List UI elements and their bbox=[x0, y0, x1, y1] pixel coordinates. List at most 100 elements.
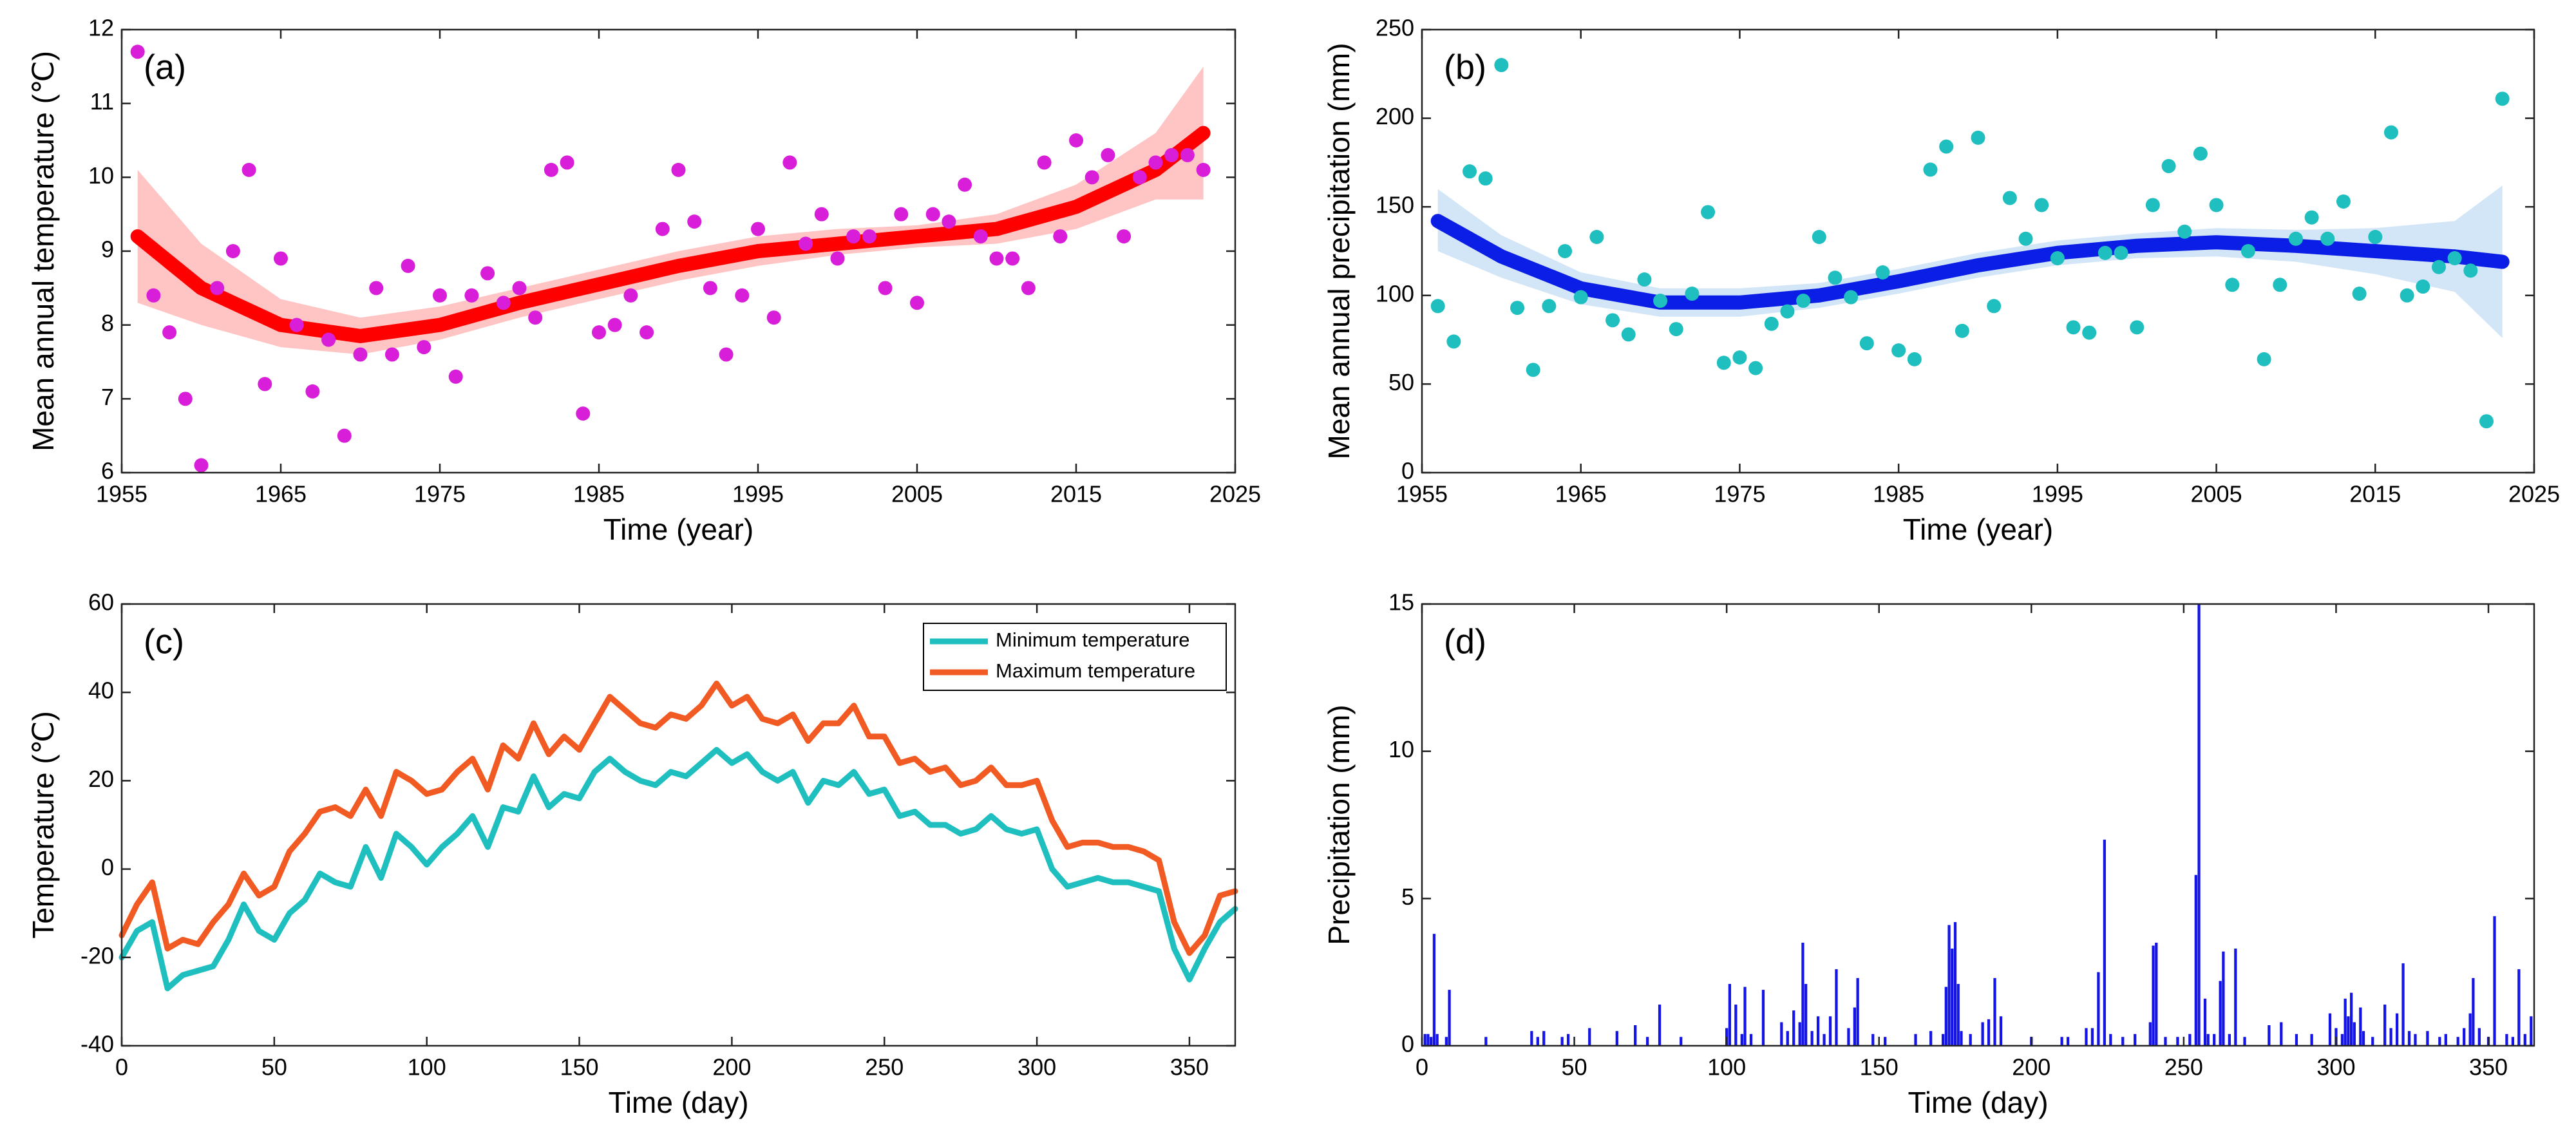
point bbox=[337, 428, 352, 443]
point bbox=[1812, 229, 1826, 244]
point bbox=[353, 347, 368, 362]
point bbox=[2431, 260, 2446, 274]
bar bbox=[1646, 1037, 1649, 1046]
bar bbox=[1871, 1034, 1875, 1046]
bar bbox=[1792, 1010, 1795, 1046]
point bbox=[942, 214, 956, 229]
point bbox=[480, 266, 495, 281]
point bbox=[1037, 155, 1052, 170]
point bbox=[671, 162, 686, 177]
point bbox=[1478, 171, 1493, 186]
x-tick-label: 350 bbox=[1170, 1054, 1209, 1081]
bar bbox=[1728, 983, 1732, 1046]
bar bbox=[1484, 1037, 1488, 1046]
point bbox=[814, 207, 829, 222]
point bbox=[178, 392, 193, 406]
point bbox=[1859, 336, 1874, 351]
point bbox=[305, 384, 320, 399]
point bbox=[576, 406, 591, 421]
bar bbox=[2213, 1034, 2216, 1046]
y-tick-label: 150 bbox=[1376, 192, 1414, 218]
bar bbox=[1734, 1004, 1738, 1046]
point bbox=[1748, 361, 1763, 375]
point bbox=[1180, 147, 1195, 162]
y-tick-label: 10 bbox=[1388, 736, 1414, 762]
y-tick-label: 8 bbox=[101, 310, 114, 336]
point bbox=[639, 325, 654, 340]
x-tick-label: 2015 bbox=[1050, 481, 1102, 507]
bar bbox=[1749, 1034, 1753, 1046]
point bbox=[1542, 299, 1557, 314]
x-tick-label: 350 bbox=[2469, 1054, 2508, 1081]
point bbox=[225, 244, 240, 258]
point bbox=[1621, 327, 1636, 342]
bar bbox=[2134, 1034, 2137, 1046]
x-tick-label: 250 bbox=[2164, 1054, 2203, 1081]
point bbox=[417, 340, 431, 355]
x-tick-label: 1965 bbox=[255, 481, 307, 507]
panel-label: (c) bbox=[144, 622, 184, 661]
point bbox=[1669, 322, 1683, 337]
y-tick-label: 20 bbox=[88, 766, 114, 792]
panel-label: (d) bbox=[1444, 622, 1486, 661]
point bbox=[433, 288, 447, 303]
bar bbox=[1853, 1007, 1857, 1046]
bar bbox=[1884, 1037, 1887, 1046]
bar bbox=[1615, 1031, 1618, 1046]
bar bbox=[1432, 934, 1436, 1046]
point bbox=[846, 229, 861, 244]
x-tick-label: 50 bbox=[261, 1054, 287, 1081]
bar bbox=[2344, 998, 2347, 1046]
point bbox=[2416, 279, 2430, 294]
x-tick-label: 300 bbox=[2316, 1054, 2355, 1081]
point bbox=[2383, 125, 2398, 140]
bar bbox=[2383, 1004, 2387, 1046]
bar bbox=[1960, 1031, 1963, 1046]
bar bbox=[2280, 1022, 2283, 1046]
bar bbox=[1426, 1034, 1430, 1046]
point bbox=[194, 458, 209, 473]
bar bbox=[2517, 969, 2521, 1046]
bar bbox=[1816, 1016, 1820, 1046]
bar bbox=[2109, 1034, 2112, 1046]
panel-label: (b) bbox=[1444, 48, 1486, 86]
bar bbox=[2066, 1037, 2070, 1046]
point bbox=[2066, 320, 2081, 335]
series-line bbox=[118, 680, 1238, 956]
point bbox=[2161, 158, 2176, 173]
y-tick-label: -20 bbox=[80, 942, 114, 968]
bar bbox=[1835, 969, 1838, 1046]
y-tick-label: 40 bbox=[88, 677, 114, 704]
axes-frame bbox=[1421, 28, 2535, 474]
y-tick-label: 7 bbox=[101, 384, 114, 410]
point bbox=[1971, 130, 1985, 145]
bar bbox=[1981, 1022, 1984, 1046]
legend-label: Minimum temperature bbox=[996, 628, 1189, 651]
x-axis-label: Time (day) bbox=[1908, 1086, 2048, 1119]
x-tick-label: 2005 bbox=[2191, 481, 2242, 507]
point bbox=[384, 347, 399, 362]
point bbox=[210, 281, 225, 296]
bar bbox=[1680, 1037, 1683, 1046]
x-tick-label: 1975 bbox=[1714, 481, 1765, 507]
point bbox=[1780, 304, 1795, 319]
bar bbox=[2176, 1037, 2179, 1046]
bar bbox=[1956, 983, 1960, 1046]
point bbox=[1923, 162, 1938, 177]
x-tick-label: 0 bbox=[1416, 1054, 1428, 1081]
x-tick-label: 200 bbox=[2012, 1054, 2050, 1081]
x-tick-label: 1985 bbox=[1873, 481, 1924, 507]
bar bbox=[1951, 949, 1954, 1046]
bar bbox=[2359, 1007, 2362, 1046]
axes-frame bbox=[1421, 603, 2535, 1047]
x-tick-label: 1995 bbox=[732, 481, 784, 507]
point bbox=[862, 229, 876, 244]
y-tick-label: 0 bbox=[1401, 458, 1414, 484]
panel-label: (a) bbox=[144, 48, 186, 86]
point bbox=[2209, 198, 2224, 213]
axes-frame bbox=[120, 603, 1236, 1047]
bar bbox=[1993, 978, 1996, 1046]
bar bbox=[1658, 1004, 1662, 1046]
y-tick-label: 5 bbox=[1401, 883, 1414, 910]
x-tick-label: 1995 bbox=[2032, 481, 2083, 507]
